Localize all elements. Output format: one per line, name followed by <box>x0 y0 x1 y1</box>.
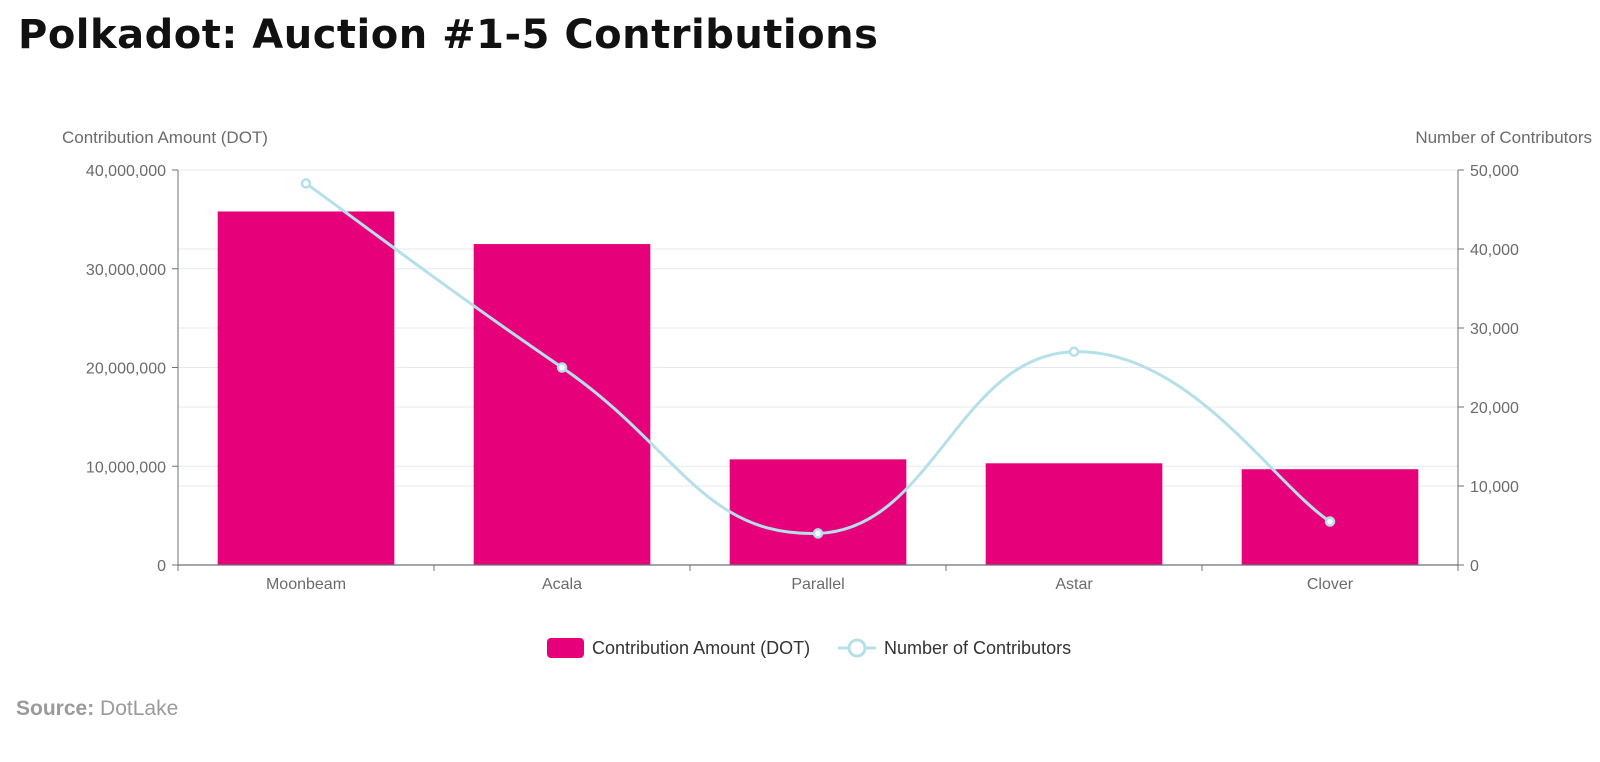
left-tick-label: 30,000,000 <box>86 262 166 279</box>
contributors-point <box>300 178 312 189</box>
right-tick-label: 50,000 <box>1470 163 1519 180</box>
source-note: Source: DotLake <box>16 697 178 721</box>
source-label: Source: <box>16 697 95 720</box>
left-tick-label: 40,000,000 <box>86 163 166 180</box>
bar <box>217 211 395 565</box>
source-value: DotLake <box>100 697 179 720</box>
left-axis-title: Contribution Amount (DOT) <box>62 128 268 147</box>
contributors-point <box>1324 516 1336 527</box>
left-tick-label: 10,000,000 <box>86 459 166 476</box>
contributors-point <box>1068 346 1080 357</box>
x-tick-label: Moonbeam <box>266 576 346 593</box>
bar <box>473 244 651 565</box>
right-tick-label: 30,000 <box>1470 321 1519 338</box>
right-tick-label: 20,000 <box>1470 400 1519 417</box>
x-tick-label: Parallel <box>791 576 844 593</box>
bar <box>985 463 1163 565</box>
x-tick-label: Clover <box>1307 576 1354 593</box>
right-tick-label: 10,000 <box>1470 479 1519 496</box>
left-tick-label: 0 <box>157 558 166 575</box>
legend-bar-label: Contribution Amount (DOT) <box>592 638 810 658</box>
contributors-point <box>812 528 824 539</box>
right-tick-label: 0 <box>1470 558 1479 575</box>
x-tick-label: Acala <box>542 576 582 593</box>
legend-line-label: Number of Contributors <box>884 638 1071 658</box>
right-tick-label: 40,000 <box>1470 242 1519 259</box>
chart: 0 10,000,000 20,000,000 30,000,000 40,000,00… <box>62 128 1592 658</box>
left-tick-label: 20,000,000 <box>86 361 166 378</box>
x-tick-label: Astar <box>1055 576 1093 593</box>
chart-title: Polkadot: Auction #1-5 Contributions <box>18 12 879 58</box>
legend-line-marker <box>847 638 867 658</box>
contributors-point <box>556 362 568 373</box>
legend-bar-swatch <box>547 638 584 658</box>
right-axis-title: Number of Contributors <box>1415 128 1592 147</box>
contributors-line <box>305 182 1331 535</box>
